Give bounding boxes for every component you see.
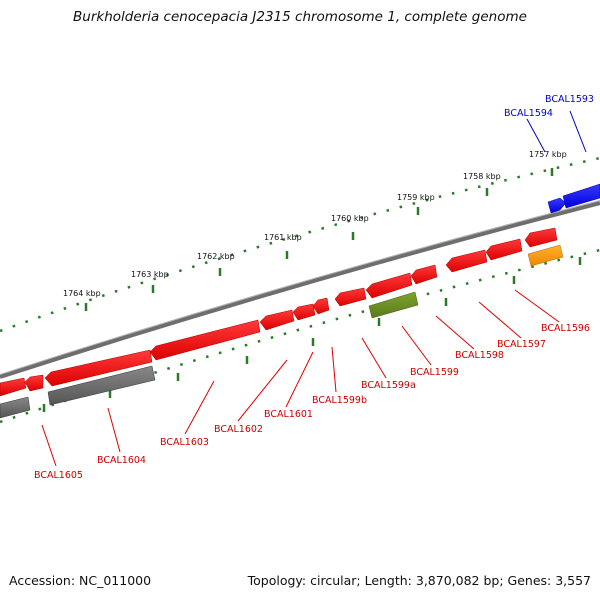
blue-features <box>547 183 600 214</box>
chromosome-backbone <box>0 201 600 379</box>
gene-label: BCAL1603 <box>160 437 209 448</box>
scale-label: 1758 kbp <box>463 172 501 181</box>
scale-label: 1762 kbp <box>197 252 235 261</box>
gene-feature[interactable] <box>0 396 31 419</box>
scale-label: 1764 kbp <box>63 289 101 298</box>
scale-label: 1761 kbp <box>264 233 302 242</box>
gene-label: BCAL1596 <box>541 323 590 334</box>
gene-label: BCAL1601 <box>264 409 313 420</box>
gene-label: BCAL1599b <box>312 395 367 406</box>
map-title: Burkholderia cenocepacia J2315 chromosom… <box>73 9 527 25</box>
accession-label: Accession: NC_011000 <box>9 573 152 588</box>
gene-feature[interactable] <box>547 197 567 214</box>
blue-leader-lines <box>526 110 587 153</box>
gene-feature[interactable] <box>0 377 27 397</box>
gene-feature[interactable] <box>24 374 44 392</box>
gene-feature[interactable] <box>562 183 600 209</box>
gene-label: BCAL1605 <box>34 470 83 481</box>
gene-feature[interactable] <box>524 227 558 248</box>
gene-feature[interactable] <box>149 319 261 361</box>
scale-label: 1757 kbp <box>529 150 567 159</box>
topology-label: Topology: circular; Length: 3,870,082 bp… <box>247 573 591 588</box>
gene-label: BCAL1599 <box>410 367 459 378</box>
gene-label: BCAL1604 <box>97 455 146 466</box>
scale-label: 1759 kbp <box>397 193 435 202</box>
gene-feature[interactable] <box>410 264 438 285</box>
inner-major-ticks <box>42 257 582 412</box>
gene-feature[interactable] <box>292 303 316 321</box>
gene-label: BCAL1594 <box>504 108 553 119</box>
chromosome-backbone-highlight <box>0 200 600 375</box>
scale-label: 1763 kbp <box>131 270 169 279</box>
gene-feature[interactable] <box>47 365 156 406</box>
gene-feature[interactable] <box>485 238 523 261</box>
gene-feature[interactable] <box>365 272 413 299</box>
gene-label: BCAL1602 <box>214 424 263 435</box>
gene-feature[interactable] <box>312 297 330 315</box>
gene-feature[interactable] <box>527 244 564 267</box>
gene-feature[interactable] <box>334 287 367 307</box>
inner-tick-ring <box>0 248 600 424</box>
minus-strand-features <box>0 227 558 397</box>
plus-strand-features <box>0 244 564 419</box>
gene-label: BCAL1599a <box>361 380 416 391</box>
gene-feature[interactable] <box>368 291 419 319</box>
gene-label: BCAL1598 <box>455 350 504 361</box>
gene-feature[interactable] <box>44 349 153 387</box>
outer-major-ticks <box>84 168 554 311</box>
scale-label: 1760 kbp <box>331 214 369 223</box>
leader-lines <box>41 289 560 467</box>
gene-feature[interactable] <box>259 309 295 331</box>
gene-label: BCAL1593 <box>545 94 594 105</box>
gene-feature[interactable] <box>445 249 488 273</box>
gene-label: BCAL1597 <box>497 339 546 350</box>
